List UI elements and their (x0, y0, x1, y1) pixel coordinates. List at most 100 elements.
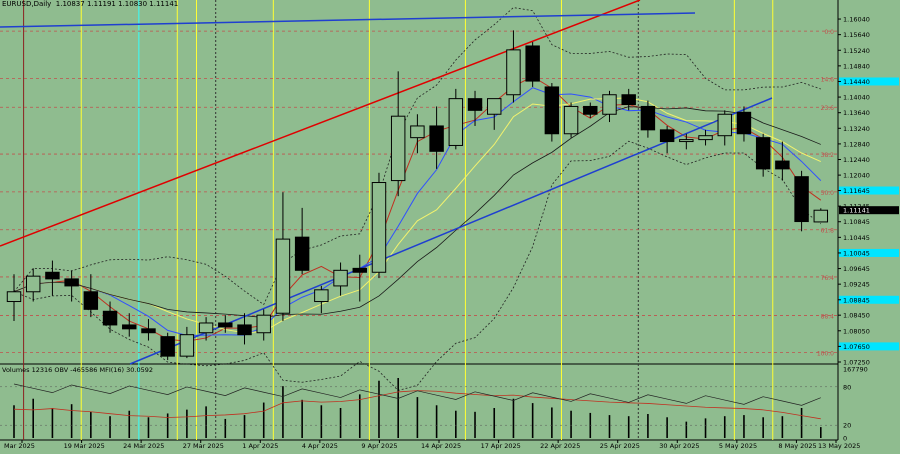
candle-body-40 (775, 160, 790, 170)
candle-body-31 (602, 94, 617, 115)
price-tick-highlight-4 (839, 77, 899, 86)
volume-tick-label-3: 0 (843, 435, 847, 443)
ohlc-label: 1.10837 1.11191 1.10830 1.11141 (55, 0, 179, 8)
last-price-tag (839, 206, 899, 215)
candle-body-23 (448, 98, 464, 146)
candle-body-5 (102, 310, 118, 326)
candle-body-34 (659, 129, 675, 143)
price-tick-label-9: 1.12440 (843, 156, 870, 164)
price-tick-label-2: 1.15240 (843, 47, 870, 55)
candle-body-36 (698, 135, 713, 141)
envelope-lower-line (13, 140, 822, 391)
candle-body-37 (717, 113, 732, 137)
candle-body-4 (83, 291, 99, 310)
volume-header: Volumes 12316 OBV -465586 MFI(16) 30.059… (2, 366, 154, 374)
time-tick-label-0: Mar 2025 (4, 442, 35, 450)
time-tick-label-13: 8 May 2025 (778, 442, 816, 450)
price-tick-label-7: 1.13240 (843, 125, 870, 133)
time-tick-label-8: 17 Apr 2025 (481, 442, 521, 450)
candle-body-7 (141, 328, 156, 334)
volume-tick-label-1: 80 (843, 383, 851, 391)
candle-body-2 (45, 271, 60, 280)
price-tick-highlight-18 (839, 295, 899, 304)
trendline-blue-lower (129, 97, 773, 365)
price-tick-label-14: 1.10445 (843, 234, 870, 242)
fib-label-2: 23.6 (821, 105, 835, 112)
candle-body-22 (429, 125, 444, 152)
candle-body-27 (525, 45, 540, 82)
candle-body-30 (583, 105, 598, 115)
candle-body-26 (506, 49, 521, 96)
price-tick-label-4: 1.14440 (843, 78, 870, 86)
candle-body-38 (736, 111, 752, 135)
price-tick-label-16: 1.09645 (843, 265, 870, 273)
price-tick-label-3: 1.14840 (843, 62, 870, 70)
candle-body-14 (275, 238, 291, 314)
volume-tick-label-0: 167790 (843, 366, 868, 374)
candle-body-42 (813, 209, 829, 223)
fib-label-4: 50.0 (821, 190, 835, 197)
price-tick-highlight-11 (839, 186, 899, 195)
candle-body-21 (410, 125, 425, 139)
price-tick-label-21: 1.07650 (843, 343, 870, 351)
time-tick-label-2: 24 Mar 2025 (123, 442, 164, 450)
candle-body-18 (352, 267, 367, 273)
candle-body-6 (122, 324, 137, 330)
candle-body-9 (179, 334, 195, 357)
candle-body-3 (64, 278, 79, 287)
price-tick-label-13: 1.10845 (843, 218, 870, 226)
candle-body-13 (256, 314, 271, 334)
time-tick-label-3: 27 Mar 2025 (183, 442, 224, 450)
ma-blue-line (13, 87, 822, 336)
candle-body-32 (621, 94, 636, 105)
price-tick-highlight-15 (839, 248, 899, 257)
price-tick-label-15: 1.10045 (843, 249, 870, 257)
candle-body-25 (487, 98, 502, 115)
candle-body-12 (237, 324, 252, 336)
fib-label-0: 0.0 (824, 29, 834, 36)
candle-body-17 (333, 269, 348, 287)
candle-body-8 (160, 336, 175, 357)
last-price-label: 1.11141 (843, 207, 870, 215)
candle-body-10 (198, 322, 214, 334)
price-tick-label-10: 1.12040 (843, 172, 870, 180)
candle-body-15 (294, 236, 310, 271)
price-panel-bg (0, 0, 838, 364)
price-tick-label-22: 1.07250 (843, 359, 870, 367)
price-tick-label-8: 1.12840 (843, 140, 870, 148)
time-tick-label-14: 13 May 2025 (818, 442, 860, 450)
fib-label-1: 14.6 (821, 76, 835, 83)
envelope-upper-line (13, 7, 821, 306)
time-tick-label-10: 25 Apr 2025 (600, 442, 640, 450)
ma-black-line (13, 106, 821, 318)
time-tick-label-6: 9 Apr 2025 (361, 442, 397, 450)
price-tick-label-18: 1.08845 (843, 296, 870, 304)
time-tick-label-4: 1 Apr 2025 (242, 442, 278, 450)
price-tick-label-5: 1.14040 (843, 94, 870, 102)
candle-body-41 (794, 176, 809, 223)
time-tick-label-5: 4 Apr 2025 (302, 442, 338, 450)
time-tick-label-9: 22 Apr 2025 (540, 442, 580, 450)
price-tick-highlight-21 (839, 342, 899, 351)
fib-label-7: 88.4 (821, 314, 835, 321)
chart-header: EURUSD,Daily 1.10837 1.11191 1.10830 1.1… (2, 0, 178, 8)
candle-body-29 (563, 105, 579, 135)
candle-body-39 (755, 137, 771, 170)
candle-body-11 (218, 322, 233, 328)
time-tick-label-12: 5 May 2025 (719, 442, 757, 450)
time-tick-label-11: 30 Apr 2025 (659, 442, 699, 450)
obv-line (13, 383, 821, 406)
fib-label-8: 100.0 (817, 351, 834, 358)
price-tick-label-20: 1.08050 (843, 327, 870, 335)
candle-body-35 (679, 139, 694, 143)
price-tick-label-0: 1.16040 (843, 16, 870, 24)
fib-label-5: 61.8 (821, 228, 835, 235)
trendline-blue-upper (0, 12, 696, 28)
price-tick-label-19: 1.08450 (843, 312, 870, 320)
price-tick-label-1: 1.15640 (843, 31, 870, 39)
volume-tick-label-2: 20 (843, 422, 851, 430)
candle-body-28 (544, 86, 560, 135)
price-tick-label-17: 1.09245 (843, 281, 870, 289)
